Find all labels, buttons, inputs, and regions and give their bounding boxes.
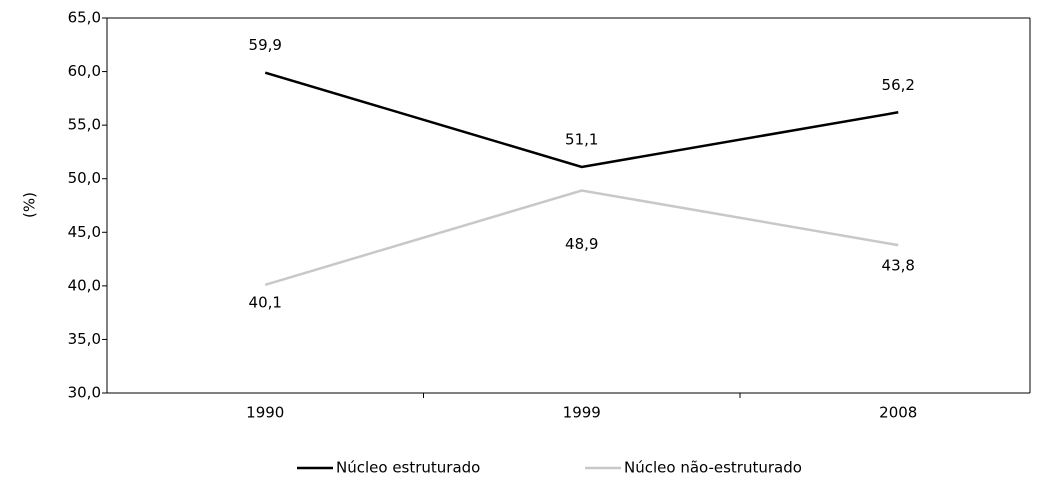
x-tick-label: 1999 (563, 404, 601, 422)
data-label: 59,9 (249, 36, 282, 54)
data-label: 51,1 (565, 130, 598, 148)
x-tick-label: 1990 (246, 404, 284, 422)
x-tick-label: 2008 (879, 404, 917, 422)
y-tick-label: 40,0 (68, 276, 101, 294)
series-line (264, 189, 899, 286)
y-tick-label: 45,0 (68, 223, 101, 241)
legend-label: Núcleo estruturado (336, 459, 480, 477)
y-tick-label: 55,0 (68, 116, 101, 134)
y-tick-label: 30,0 (68, 384, 101, 402)
y-axis-title: (%) (21, 192, 39, 218)
data-label: 43,8 (882, 257, 915, 275)
data-label: 56,2 (882, 76, 915, 94)
y-tick-label: 50,0 (68, 169, 101, 187)
y-tick-label: 35,0 (68, 330, 101, 348)
y-tick-label: 60,0 (68, 62, 101, 80)
legend-label: Núcleo não-estruturado (624, 459, 802, 477)
data-label: 48,9 (565, 235, 598, 253)
series-line (264, 71, 899, 169)
data-label: 40,1 (249, 293, 282, 311)
y-tick-label: 65,0 (68, 9, 101, 27)
